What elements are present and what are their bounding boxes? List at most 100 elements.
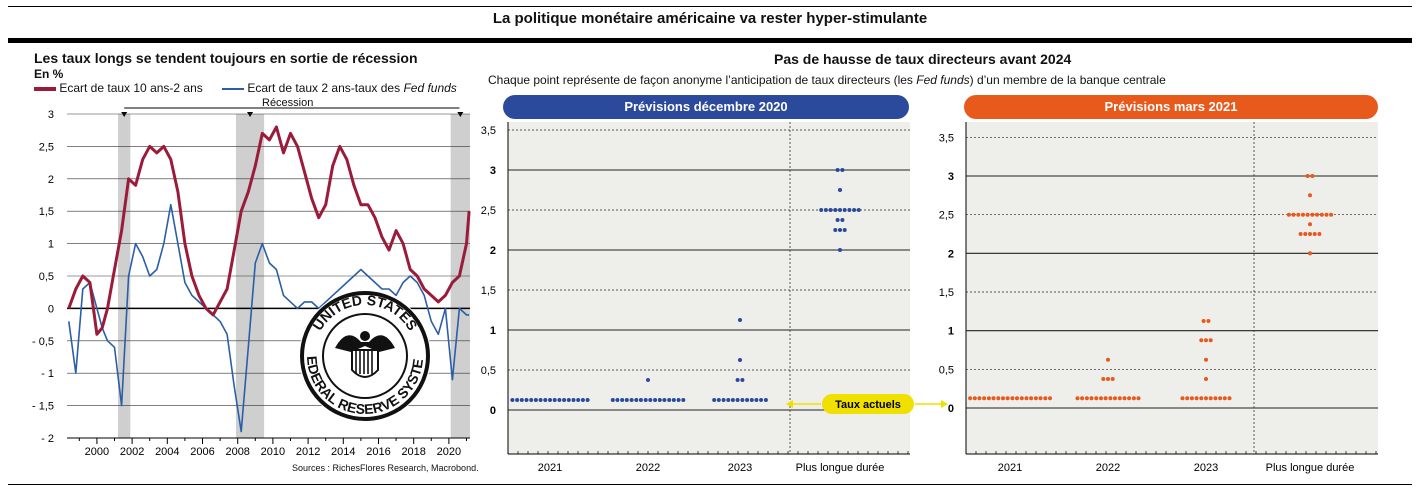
x-tick-label: 2014 — [331, 446, 355, 458]
legend-blue-italic: Fed funds — [403, 81, 457, 95]
dot-point — [738, 358, 742, 362]
dot-point — [1310, 212, 1315, 217]
dot-point — [1310, 174, 1315, 178]
panel-y-tick-label: 0,5 — [481, 365, 496, 377]
dot-point — [1101, 377, 1106, 381]
dot-point — [1038, 396, 1043, 401]
dot-point — [566, 398, 571, 402]
recession-marker-1 — [247, 112, 254, 117]
x-tick-label: 2018 — [401, 446, 425, 458]
series-line-10y-2y — [67, 125, 471, 336]
dot-point — [580, 398, 585, 402]
dot-point — [643, 398, 648, 402]
dot-point — [735, 378, 740, 382]
dot-point — [819, 208, 824, 212]
left-line-chart: 3 2,5 2 1,5 1 0,5 0 - 0,5 - 1 - 1,5 - 2 2000 2002 200… — [30, 106, 471, 458]
subtitle-italic: Fed funds — [916, 73, 970, 87]
dot-point — [1308, 193, 1312, 198]
dot-point — [712, 398, 717, 402]
dot-point — [835, 168, 840, 172]
dot-point — [838, 208, 842, 212]
dot-point — [1324, 212, 1329, 217]
dot-point — [571, 398, 576, 402]
dot-point — [653, 398, 658, 402]
y-tick-label: - 2 — [41, 433, 54, 445]
source-note: Sources : RichesFlores Research, Macrobo… — [292, 463, 479, 473]
panel-y-tick-label: 3,5 — [939, 132, 954, 144]
dot-point — [1106, 357, 1110, 362]
main-title: La politique monétaire américaine va res… — [492, 10, 928, 27]
dot-point — [838, 228, 842, 232]
dot-point — [1033, 396, 1038, 401]
panel-y-tick-label: 0,5 — [939, 364, 954, 376]
panel1-header: Prévisions décembre 2020 — [503, 95, 909, 119]
dot-point — [1227, 396, 1232, 401]
dot-point — [585, 398, 590, 402]
right-chart-title: Pas de hausse de taux directeurs avant 2… — [774, 51, 1072, 67]
dot-point — [629, 398, 634, 402]
dot-point — [543, 398, 548, 402]
dot-point — [1010, 396, 1015, 401]
y-tick-label: - 1,5 — [32, 401, 54, 413]
legend-blue-label: Ecart de taux 2 ans-taux des — [247, 81, 404, 95]
dot-point — [1319, 212, 1324, 217]
dot-point — [548, 398, 552, 402]
dot-point — [1024, 396, 1029, 401]
seal-eagle-head — [360, 331, 370, 341]
dot-point — [1048, 396, 1052, 401]
panel-y-tick-label: 0 — [490, 405, 496, 417]
dot-point — [982, 396, 987, 401]
panel-category-label: 2023 — [1194, 462, 1218, 474]
dot-point — [847, 208, 852, 212]
dot-point — [1103, 396, 1108, 401]
dot-point — [646, 378, 650, 382]
panel-y-tick-label: 3,5 — [481, 125, 496, 137]
y-tick-label: 3 — [48, 109, 54, 121]
dot-point — [1303, 232, 1308, 236]
dot-point — [1194, 396, 1199, 401]
legend-red: Ecart de taux 10 ans-2 ans — [34, 81, 203, 95]
dot-point — [1312, 232, 1317, 236]
dot-point — [977, 396, 982, 401]
dot-point — [1001, 396, 1005, 401]
dot-point — [681, 398, 686, 402]
panel-y-tick-label: 1 — [948, 326, 954, 338]
panel-category-label: 2022 — [1096, 462, 1120, 474]
dot-point — [1308, 232, 1312, 236]
panel-bg-1 — [966, 122, 1378, 454]
dot-point — [519, 398, 524, 402]
dot-point — [676, 398, 681, 402]
seal-eagle-wings — [335, 335, 395, 352]
x-tick-label: 2006 — [190, 446, 214, 458]
y-tick-label: - 1 — [41, 368, 54, 380]
panel-y-tick-label: 1 — [490, 325, 496, 337]
x-tick-label: 2000 — [85, 446, 109, 458]
dot-point — [968, 396, 973, 401]
dot-point — [763, 398, 768, 402]
dot-plots: 3,5 3 2,5 2 1,5 1 0,5 0 2021 2022 2023 Plus longue … — [481, 122, 1378, 474]
dot-point — [716, 398, 721, 402]
y-tick-label: 0,5 — [39, 271, 54, 283]
legend-blue-swatch — [222, 87, 244, 90]
dot-point — [1317, 232, 1322, 236]
dot-point — [634, 398, 639, 402]
dot-point — [1201, 319, 1206, 323]
dot-point — [749, 398, 754, 402]
dot-point — [738, 318, 742, 322]
dot-point — [1122, 396, 1127, 401]
panel-category-label: Plus longue durée — [1266, 462, 1355, 474]
panel-y-tick-label: 1,5 — [481, 285, 496, 297]
dot-point — [1019, 396, 1024, 401]
x-tick-label: 2010 — [261, 446, 285, 458]
dot-point — [754, 398, 759, 402]
dot-point — [538, 398, 543, 402]
seal-outer-ring — [300, 291, 430, 421]
x-tick-label: 2004 — [155, 446, 179, 458]
dot-point — [1131, 396, 1136, 401]
dot-point — [1084, 396, 1089, 401]
dot-point — [562, 398, 567, 402]
panel-y-tick-label: 3 — [948, 171, 954, 183]
panel-category-label: 2021 — [538, 462, 562, 474]
panel-y-tick-label: 2 — [948, 248, 954, 260]
dot-point — [745, 398, 750, 402]
